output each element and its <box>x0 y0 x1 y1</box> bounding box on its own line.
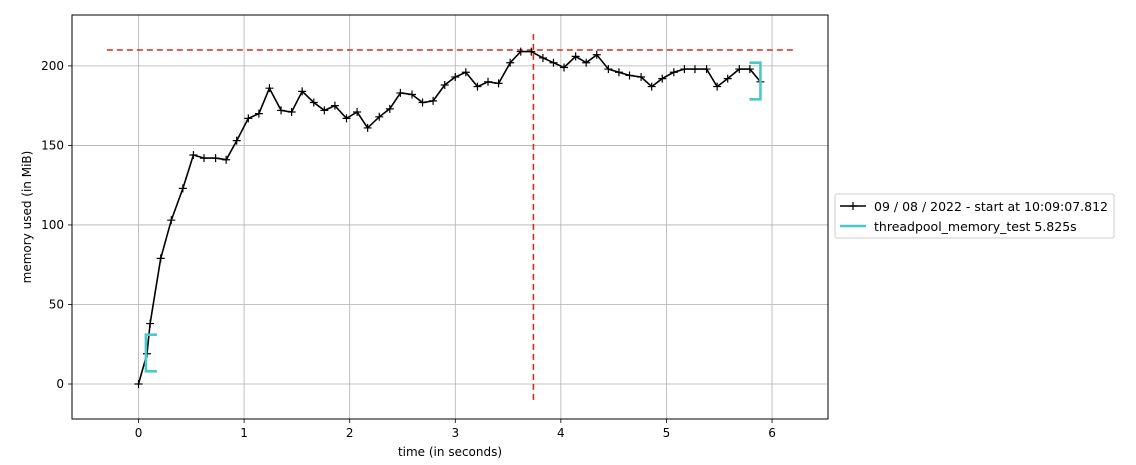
y-axis-label: memory used (in MiB) <box>20 151 34 284</box>
memory-data-point <box>604 65 613 74</box>
memory-data-point <box>484 77 493 86</box>
memory-data-point <box>178 184 187 193</box>
memory-data-point <box>309 98 318 107</box>
memory-data-point <box>614 68 623 77</box>
memory-data-point <box>146 319 155 328</box>
memory-data-point <box>375 112 384 121</box>
memory-data-point <box>277 106 286 115</box>
x-tick-label: 3 <box>451 426 459 440</box>
y-tick-label: 150 <box>41 138 64 152</box>
plot-frame <box>71 14 829 420</box>
memory-data-point <box>658 74 667 83</box>
function-start-bracket <box>144 333 157 373</box>
legend-swatch-memory <box>840 202 866 210</box>
x-axis-label: time (in seconds) <box>398 445 502 459</box>
memory-data-point <box>418 98 427 107</box>
x-tick-label: 1 <box>240 426 248 440</box>
memory-data-point <box>560 63 569 72</box>
memory-data-point <box>494 79 503 88</box>
memory-data-point <box>330 101 339 110</box>
memory-data-point <box>735 65 744 74</box>
memory-data-point <box>680 65 689 74</box>
memory-data-point <box>527 47 536 56</box>
memory-data-point <box>363 123 372 132</box>
memory-data-point <box>189 150 198 159</box>
legend-marker-memory <box>849 202 857 210</box>
memory-data-point <box>287 108 296 117</box>
memory-data-point <box>625 71 634 80</box>
memory-data-point <box>342 114 351 123</box>
memory-data-point <box>592 50 601 59</box>
memory-data-point <box>549 58 558 67</box>
y-tick-label: 200 <box>41 59 64 73</box>
memory-data-point <box>385 104 394 113</box>
y-tick-label: 0 <box>56 377 64 391</box>
function-end-bracket <box>749 61 762 101</box>
memory-data-point <box>244 114 253 123</box>
memory-data-point <box>156 254 165 263</box>
legend: 09 / 08 / 2022 - start at 10:09:07.812 t… <box>834 193 1115 239</box>
y-tick-label: 50 <box>49 297 64 311</box>
memory-data-point <box>211 154 220 163</box>
memory-data-point <box>353 108 362 117</box>
memory-data-point <box>582 58 591 67</box>
memory-data-point <box>451 73 460 82</box>
memory-data-point <box>429 96 438 105</box>
y-tick-label: 100 <box>41 218 64 232</box>
memory-data-point <box>134 380 143 389</box>
memory-data-point <box>723 74 732 83</box>
legend-box <box>834 193 1115 239</box>
memory-data-point <box>440 80 449 89</box>
memory-data-point <box>538 53 547 62</box>
legend-label-memory: 09 / 08 / 2022 - start at 10:09:07.812 <box>874 199 1108 214</box>
memory-data-point <box>396 88 405 97</box>
memory-data-point <box>702 65 711 74</box>
x-tick-label: 6 <box>768 426 776 440</box>
memory-data-point <box>461 68 470 77</box>
tick-layer: 0 1 2 3 4 5 6 0 50 100 150 200 <box>41 59 776 440</box>
legend-label-function: threadpool_memory_test 5.825s <box>874 219 1077 234</box>
memory-data-point <box>745 65 754 74</box>
x-tick-label: 0 <box>135 426 143 440</box>
memory-data-point <box>506 58 515 67</box>
series-layer <box>134 47 765 389</box>
memory-data-point <box>647 82 656 91</box>
memory-data-point <box>254 109 263 118</box>
memory-data-point <box>199 154 208 163</box>
memory-data-point <box>473 82 482 91</box>
memory-data-point <box>167 216 176 225</box>
memory-data-point <box>407 90 416 99</box>
memory-data-point <box>222 155 231 164</box>
grid-layer <box>72 15 828 419</box>
memory-data-point <box>516 47 525 56</box>
annotation-layer <box>106 34 794 400</box>
memory-data-point <box>637 73 646 82</box>
memory-data-point <box>713 82 722 91</box>
x-tick-label: 4 <box>557 426 565 440</box>
memory-data-point <box>669 68 678 77</box>
x-tick-label: 2 <box>346 426 354 440</box>
memory-data-point <box>571 52 580 61</box>
memory-data-point <box>265 84 274 93</box>
memory-data-point <box>232 136 241 145</box>
x-tick-label: 5 <box>663 426 671 440</box>
memory-data-point <box>298 87 307 96</box>
memory-data-point <box>320 106 329 115</box>
memory-data-point <box>690 65 699 74</box>
memory-series-line <box>137 50 762 385</box>
